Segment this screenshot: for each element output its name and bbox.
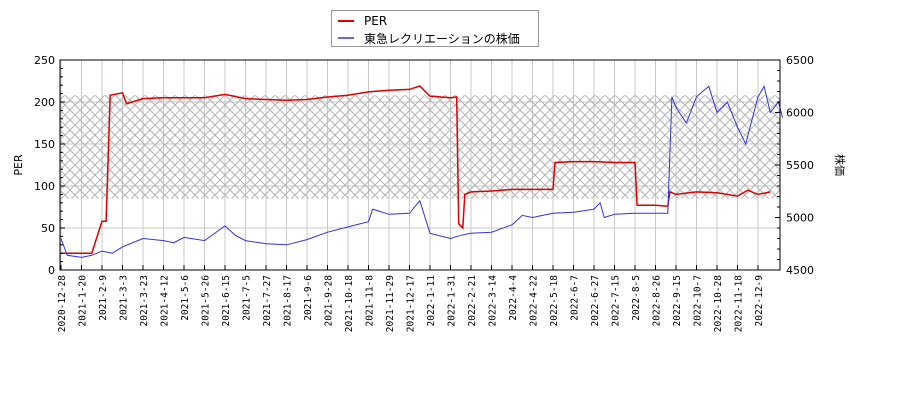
svg-text:2021-11-29: 2021-11-29 xyxy=(385,275,396,332)
left-axis-title: PER xyxy=(12,154,25,176)
svg-text:100: 100 xyxy=(34,180,55,193)
svg-text:2022-1-11: 2022-1-11 xyxy=(426,275,437,327)
svg-text:50: 50 xyxy=(41,222,55,235)
legend-swatch-blue xyxy=(338,37,354,39)
svg-text:2021-10-18: 2021-10-18 xyxy=(344,275,355,332)
right-axis-ticks: 4500 5000 5500 6000 6500 xyxy=(775,54,814,277)
svg-text:2022-4-4: 2022-4-4 xyxy=(508,275,519,321)
svg-text:2022-12-9: 2022-12-9 xyxy=(754,275,765,327)
data-series xyxy=(60,84,784,258)
x-axis-ticks: 2020-12-28 2021-1-20 2021-2-9 2021-3-3 2021-… xyxy=(57,265,765,332)
svg-text:2021-1-20: 2021-1-20 xyxy=(78,275,89,327)
svg-text:2022-5-18: 2022-5-18 xyxy=(549,275,560,327)
svg-text:2022-6-7: 2022-6-7 xyxy=(570,275,581,321)
svg-text:2021-2-9: 2021-2-9 xyxy=(98,275,109,321)
svg-text:2022-1-31: 2022-1-31 xyxy=(447,275,458,327)
svg-text:2022-3-14: 2022-3-14 xyxy=(488,275,499,327)
svg-text:2021-5-6: 2021-5-6 xyxy=(180,275,191,321)
svg-text:2021-7-27: 2021-7-27 xyxy=(262,275,273,326)
svg-text:2022-7-15: 2022-7-15 xyxy=(611,275,622,326)
svg-text:2021-5-26: 2021-5-26 xyxy=(201,275,212,327)
left-axis-ticks: 0 50 100 150 200 250 xyxy=(34,54,65,277)
svg-text:5500: 5500 xyxy=(786,159,814,172)
shaded-band xyxy=(60,95,780,199)
svg-text:2022-10-7: 2022-10-7 xyxy=(693,275,704,326)
right-axis-title: 株価 xyxy=(833,154,847,176)
legend-item-per: PER xyxy=(338,13,387,29)
legend-label: PER xyxy=(364,14,388,28)
svg-text:2021-9-28: 2021-9-28 xyxy=(324,275,335,327)
legend-swatch-red xyxy=(338,20,354,22)
svg-text:2021-7-5: 2021-7-5 xyxy=(242,275,253,321)
svg-text:2021-9-6: 2021-9-6 xyxy=(303,275,314,321)
svg-text:2022-9-15: 2022-9-15 xyxy=(672,275,683,326)
legend-label: 東急レクリエーションの株価 xyxy=(364,31,520,46)
svg-text:2022-4-22: 2022-4-22 xyxy=(529,275,540,326)
svg-text:250: 250 xyxy=(34,54,55,67)
svg-text:2022-8-5: 2022-8-5 xyxy=(631,275,642,321)
svg-text:2022-10-28: 2022-10-28 xyxy=(713,275,724,332)
svg-text:2021-3-23: 2021-3-23 xyxy=(139,275,150,326)
svg-text:4500: 4500 xyxy=(786,264,814,277)
svg-text:2022-8-26: 2022-8-26 xyxy=(652,275,663,327)
svg-text:200: 200 xyxy=(34,96,55,109)
svg-text:5000: 5000 xyxy=(786,212,814,225)
svg-text:2021-11-8: 2021-11-8 xyxy=(365,275,376,327)
svg-text:6500: 6500 xyxy=(786,54,814,67)
svg-text:2021-8-17: 2021-8-17 xyxy=(283,275,294,326)
svg-text:2021-3-3: 2021-3-3 xyxy=(119,275,130,321)
svg-text:2022-2-21: 2022-2-21 xyxy=(467,275,478,327)
legend: PER 東急レクリエーションの株価 xyxy=(331,10,539,47)
svg-text:6000: 6000 xyxy=(786,107,814,120)
svg-text:0: 0 xyxy=(48,264,55,277)
svg-text:2022-11-18: 2022-11-18 xyxy=(734,275,745,332)
svg-text:2022-6-27: 2022-6-27 xyxy=(590,275,601,326)
svg-text:2021-6-15: 2021-6-15 xyxy=(221,275,232,326)
stock-price-line xyxy=(60,84,784,258)
svg-text:150: 150 xyxy=(34,138,55,151)
legend-item-price: 東急レクリエーションの株価 xyxy=(338,30,520,46)
svg-text:2020-12-28: 2020-12-28 xyxy=(57,275,68,332)
svg-text:2021-4-12: 2021-4-12 xyxy=(160,275,171,326)
svg-text:2021-12-17: 2021-12-17 xyxy=(406,275,417,332)
